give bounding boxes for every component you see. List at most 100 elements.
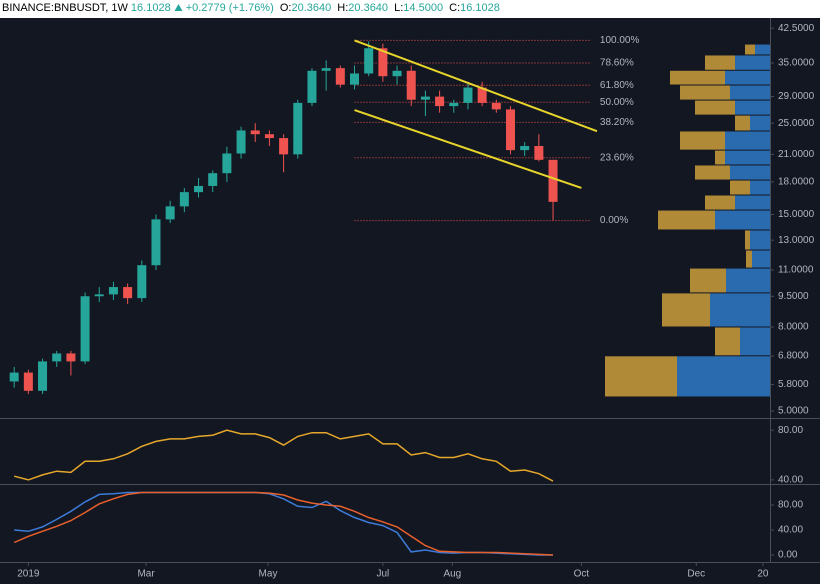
candle-body	[179, 192, 189, 207]
volume-profile-bar	[745, 44, 755, 55]
volume-profile-bar	[670, 70, 725, 85]
candle-body	[491, 102, 501, 110]
last-price: 16.1028	[130, 2, 171, 14]
indicator-line	[13, 491, 554, 556]
volume-profile-bar	[730, 85, 770, 100]
close-value: 16.1028	[460, 2, 500, 14]
candle-body	[66, 353, 76, 362]
y-tick-label: 13.0000	[778, 235, 815, 246]
candle-body	[23, 372, 33, 391]
x-tick-label: 2019	[17, 569, 40, 580]
candle-body	[52, 353, 62, 362]
volume-profile-bar	[710, 293, 770, 327]
change: +0.2779 (+1.76%)	[185, 2, 274, 14]
volume-profile-bar	[705, 55, 735, 70]
candle-body	[264, 134, 274, 139]
header-bar	[0, 0, 820, 18]
candle-body	[350, 73, 360, 85]
close-label: C:	[449, 2, 461, 14]
x-tick-label: 20	[757, 569, 769, 580]
candle-body	[420, 96, 430, 100]
y-tick-label: 42.5000	[778, 23, 815, 34]
open-value: 20.3640	[291, 2, 332, 14]
y-tick-label: 5.8000	[778, 379, 809, 390]
marks: 42.5000 35.0000 29.0000 25.0000 21.0000 18.00…	[9, 23, 815, 580]
candle-body	[108, 287, 118, 295]
volume-profile-bar	[735, 100, 770, 115]
candle-body	[279, 138, 289, 155]
candle-body	[165, 206, 175, 220]
fib-label: 100.00%	[600, 35, 640, 46]
fib-label: 78.60%	[600, 58, 634, 69]
candle-body	[463, 87, 473, 103]
volume-profile-bar	[730, 165, 770, 180]
candle-body	[222, 153, 232, 174]
volume-profile-bar	[695, 100, 735, 115]
volume-profile-bar	[658, 210, 715, 230]
y-tick-label: 15.0000	[778, 209, 815, 220]
volume-profile-bar	[730, 180, 750, 195]
y-tick-label: 6.8000	[778, 351, 809, 362]
candle-body	[250, 130, 260, 135]
volume-profile-bar	[662, 293, 710, 327]
y-tick-label: 80.00	[778, 500, 803, 511]
volume-profile-bar	[715, 327, 740, 356]
y-tick-label: 8.0000	[778, 322, 809, 333]
candle-body	[321, 68, 331, 71]
candle-body	[94, 294, 104, 297]
volume-profile-bar	[677, 356, 770, 397]
symbol: BINANCE:BNBUSDT, 1W	[2, 2, 128, 14]
x-tick-label: Oct	[574, 569, 590, 580]
up-arrow	[174, 4, 183, 11]
candle-body	[548, 159, 558, 202]
candle-body	[534, 146, 544, 160]
y-tick-label: 25.0000	[778, 118, 815, 129]
y-tick-label: 18.0000	[778, 177, 815, 188]
volume-profile-bar	[690, 268, 726, 293]
volume-profile-bar	[705, 195, 735, 210]
volume-profile-bar	[605, 356, 677, 397]
candle-body	[392, 70, 402, 77]
trend-line	[354, 109, 582, 189]
volume-profile-bar	[726, 268, 770, 293]
volume-profile-bar	[755, 44, 770, 55]
x-tick-label: Dec	[687, 569, 705, 580]
candle-body	[236, 130, 246, 154]
high-label: H:	[337, 2, 349, 14]
x-tick-label: Jul	[376, 569, 389, 580]
fib-label: 61.80%	[600, 80, 634, 91]
candle-body	[406, 70, 416, 100]
volume-profile-bar	[725, 70, 770, 85]
volume-profile-bar	[750, 230, 770, 250]
y-tick-label: 21.0000	[778, 149, 815, 160]
open-label: O:	[279, 2, 292, 14]
high-value: 20.3640	[348, 2, 389, 14]
candle-body	[335, 68, 345, 85]
candle-body	[137, 265, 147, 299]
volume-profile-bar	[715, 210, 770, 230]
candle-body	[378, 48, 388, 77]
volume-profile-bar	[725, 131, 770, 150]
y-tick-label: 0.00	[778, 550, 798, 561]
low-label: L:	[394, 2, 404, 14]
candle-body	[505, 109, 515, 151]
candle-body	[194, 185, 204, 193]
x-tick-label: Mar	[137, 569, 155, 580]
candle-body	[80, 296, 90, 362]
candle-body	[38, 361, 48, 391]
candle-body	[123, 287, 133, 299]
fib-label: 0.00%	[600, 215, 628, 226]
y-tick-label: 40.00	[778, 525, 803, 536]
y-tick-label: 11.0000	[778, 265, 814, 276]
trend-line	[354, 39, 598, 133]
y-tick-label: 80.00	[778, 425, 803, 436]
fib-label: 38.20%	[600, 117, 634, 128]
candle-body	[435, 96, 445, 107]
candle-body	[520, 146, 530, 151]
candle-body	[477, 87, 487, 103]
volume-profile-bar	[735, 115, 750, 131]
fib-label: 23.60%	[600, 152, 634, 163]
candle-body	[293, 102, 303, 155]
